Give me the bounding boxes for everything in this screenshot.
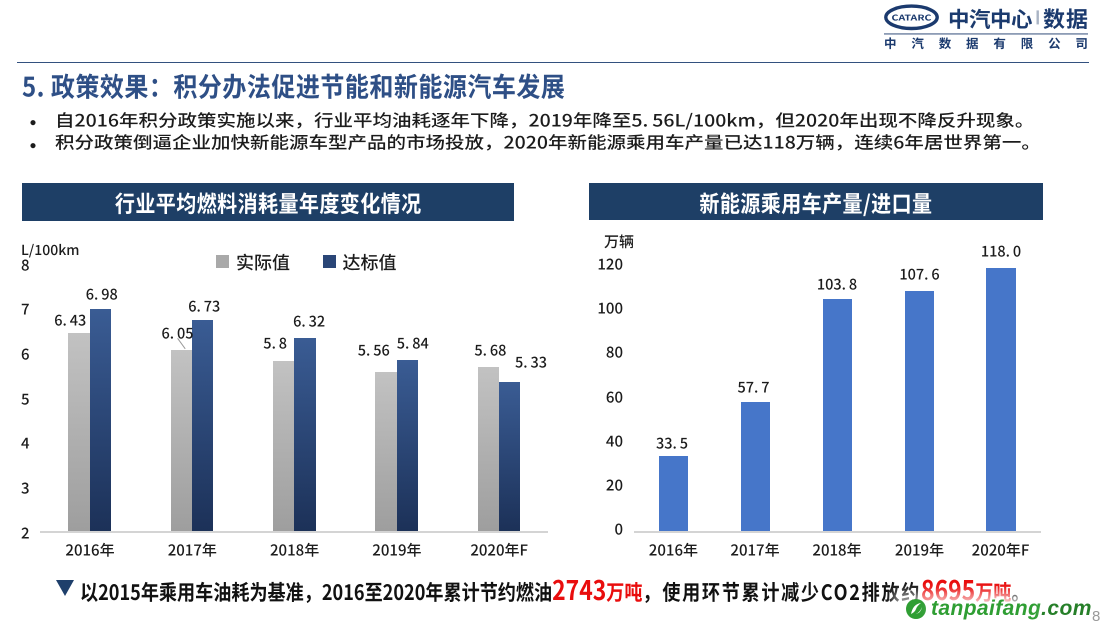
svg-text:CATARC: CATARC <box>892 13 933 24</box>
